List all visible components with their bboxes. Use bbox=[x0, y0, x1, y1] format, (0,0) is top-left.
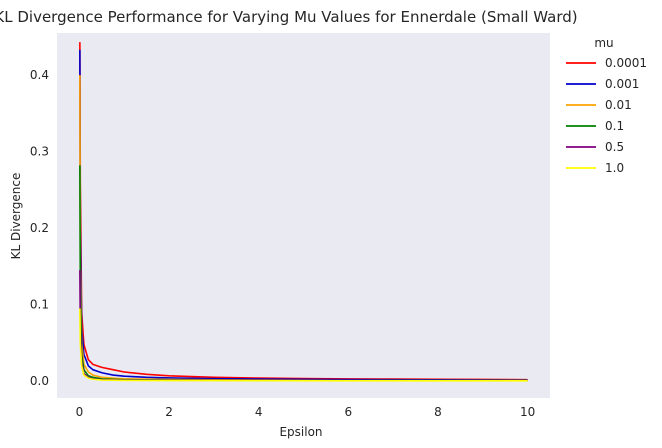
legend-label: 0.5 bbox=[605, 140, 624, 154]
legend-label: 0.01 bbox=[605, 98, 632, 112]
legend-label: 0.0001 bbox=[605, 56, 647, 70]
y-tick-label: 0.3 bbox=[30, 145, 49, 159]
x-tick-label: 8 bbox=[434, 405, 442, 419]
x-tick-label: 6 bbox=[344, 405, 352, 419]
chart-title: KL Divergence Performance for Varying Mu… bbox=[0, 8, 578, 26]
y-axis-ticks: 0.0 0.1 0.2 0.3 0.4 bbox=[30, 68, 49, 388]
x-tick-label: 10 bbox=[520, 405, 535, 419]
y-tick-label: 0.2 bbox=[30, 221, 49, 235]
y-tick-label: 0.1 bbox=[30, 298, 49, 312]
y-tick-label: 0.4 bbox=[30, 68, 49, 82]
plot-area bbox=[57, 33, 550, 398]
legend-title: mu bbox=[594, 36, 613, 50]
y-tick-label: 0.0 bbox=[30, 374, 49, 388]
legend-label: 0.1 bbox=[605, 119, 624, 133]
x-tick-label: 0 bbox=[76, 405, 84, 419]
x-axis-ticks: 0 2 4 6 8 10 bbox=[76, 405, 536, 419]
legend-label: 0.001 bbox=[605, 77, 639, 91]
legend: mu 0.0001 0.001 0.01 0.1 0.5 1.0 bbox=[566, 36, 647, 175]
x-tick-label: 4 bbox=[255, 405, 263, 419]
series-layer bbox=[79, 42, 528, 382]
y-axis-label: KL Divergence bbox=[9, 173, 23, 260]
legend-label: 1.0 bbox=[605, 161, 624, 175]
x-tick-label: 2 bbox=[165, 405, 173, 419]
x-axis-label: Epsilon bbox=[279, 425, 322, 439]
series-line-mu-1-0 bbox=[79, 308, 528, 382]
